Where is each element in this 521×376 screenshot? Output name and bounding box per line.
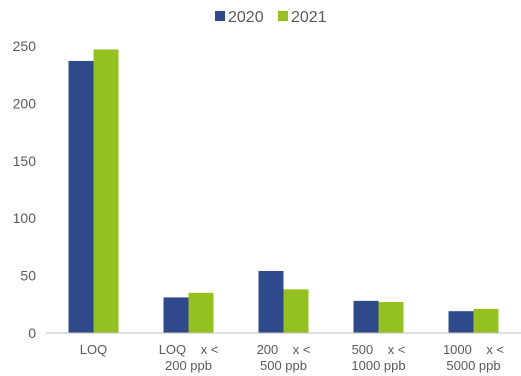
- bar-2020-2: [258, 271, 284, 333]
- x-category-label: 200 x <: [257, 342, 311, 357]
- x-category-label-line2: 500 ppb: [260, 358, 307, 373]
- bar-2021-3: [378, 302, 404, 333]
- legend: 2020 2021: [215, 9, 327, 26]
- y-tick-label: 200: [13, 95, 37, 111]
- x-category-label: 1000 x <: [443, 342, 504, 357]
- bar-2020-4: [448, 311, 474, 333]
- x-category-label: LOQ: [80, 342, 107, 357]
- x-category-label-line2: 200 ppb: [165, 358, 212, 373]
- x-category-label-line2: 5000 ppb: [446, 358, 500, 373]
- bar-2021-4: [473, 308, 499, 333]
- y-tick-label: 250: [13, 38, 37, 54]
- x-category-label: 500 x <: [352, 342, 406, 357]
- y-tick-label: 50: [20, 268, 36, 284]
- bar-2021-2: [283, 289, 309, 333]
- bar-2020-1: [163, 297, 189, 333]
- bar-2021-1: [188, 292, 214, 333]
- legend-swatch-2021: [278, 11, 288, 21]
- y-tick-label: 0: [28, 325, 36, 341]
- y-axis-ticks: 0 50 100 150 200 250: [13, 38, 37, 341]
- legend-label-2021: 2021: [291, 9, 327, 26]
- x-category-label: LOQ x <: [159, 342, 219, 357]
- y-tick-label: 100: [13, 210, 37, 226]
- y-tick-label: 150: [13, 153, 37, 169]
- legend-label-2020: 2020: [228, 9, 264, 26]
- x-category-label-line2: 1000 ppb: [351, 358, 405, 373]
- bar-2020-0: [68, 60, 94, 333]
- bars: [68, 49, 499, 333]
- bar-2020-3: [353, 300, 379, 333]
- bar-2021-0: [93, 49, 119, 333]
- legend-swatch-2020: [215, 11, 225, 21]
